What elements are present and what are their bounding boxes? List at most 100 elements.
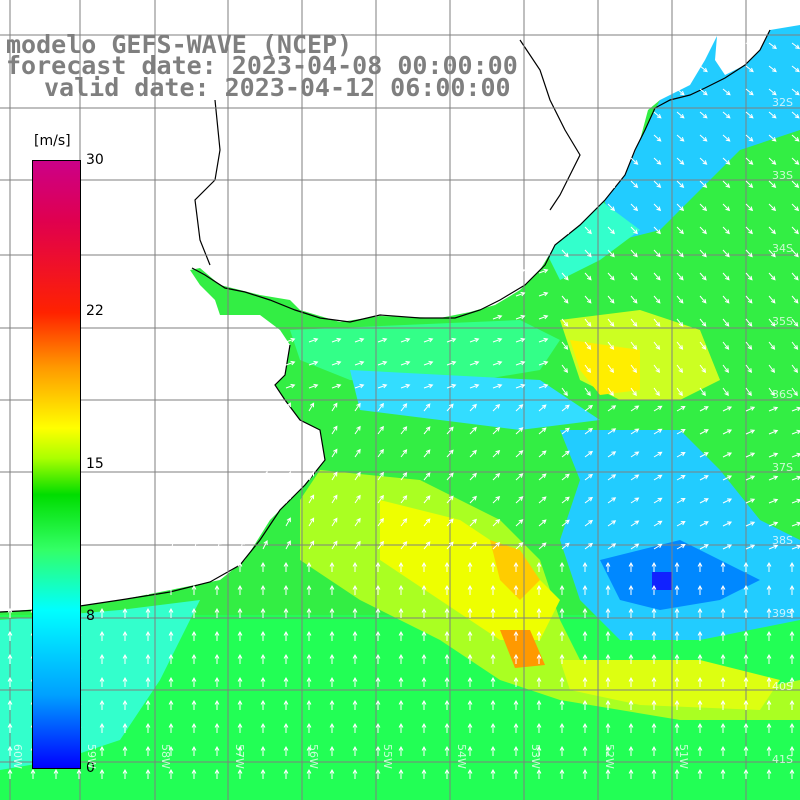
wind-arrow	[99, 676, 105, 687]
wind-arrow	[467, 653, 473, 664]
wind-arrow	[285, 402, 291, 412]
wind-arrow	[260, 630, 266, 641]
wind-arrow	[492, 314, 503, 320]
wind-arrow	[791, 65, 800, 73]
wind-arrow	[768, 272, 776, 281]
wind-arrow	[538, 268, 549, 274]
wind-arrow	[722, 498, 733, 504]
wind-arrow	[789, 653, 795, 664]
wind-arrow	[329, 699, 335, 710]
wind-arrow	[561, 473, 570, 481]
wind-arrow	[699, 544, 709, 550]
wind-arrow	[561, 427, 570, 435]
wind-arrow	[515, 337, 526, 343]
wind-arrow	[582, 699, 588, 710]
wind-arrow	[352, 584, 358, 595]
wind-arrow	[490, 561, 496, 572]
wind-arrow	[791, 272, 799, 281]
wind-arrow	[283, 653, 289, 664]
wind-arrow	[674, 699, 680, 710]
wind-arrow	[745, 272, 753, 281]
wind-arrow	[168, 722, 174, 733]
wind-arrow	[492, 337, 503, 343]
wind-arrow	[789, 630, 795, 641]
wind-arrow	[469, 541, 477, 550]
wind-arrow	[375, 768, 381, 779]
wind-arrow	[375, 653, 381, 664]
wind-arrow	[7, 699, 13, 710]
wind-arrow	[398, 699, 404, 710]
wind-arrow	[676, 42, 686, 50]
wind-arrow	[607, 226, 615, 235]
wind-arrow	[329, 653, 335, 664]
wind-arrow	[377, 494, 384, 504]
wind-arrow	[628, 745, 634, 756]
wind-arrow	[214, 584, 220, 595]
wind-arrow	[214, 676, 220, 687]
wind-arrow	[398, 607, 404, 618]
wind-arrow	[400, 541, 408, 550]
wind-arrow	[423, 472, 431, 481]
wind-arrow	[607, 272, 615, 281]
wind-arrow	[743, 653, 749, 664]
wind-arrow	[7, 653, 13, 664]
wind-arrow	[237, 630, 243, 641]
wind-arrow	[699, 475, 709, 481]
wind-arrow	[283, 676, 289, 687]
wind-arrow	[536, 768, 542, 779]
wind-arrow	[628, 653, 634, 664]
wind-arrow	[559, 584, 565, 595]
wind-arrow	[676, 364, 684, 374]
wind-arrow	[99, 745, 105, 756]
wind-arrow	[699, 364, 707, 374]
wind-arrow	[791, 134, 800, 142]
wind-arrow	[191, 607, 197, 618]
wind-arrow	[352, 699, 358, 710]
longitude-label: 56W	[307, 744, 320, 769]
coastline-plate-south	[0, 344, 326, 613]
wind-arrow	[237, 561, 243, 572]
wind-arrow	[607, 88, 616, 96]
yellow-core-ne	[570, 340, 640, 395]
wind-arrow	[722, 272, 730, 281]
coastline-atlantic	[191, 29, 771, 323]
wind-arrow	[791, 387, 798, 397]
wind-arrow	[653, 341, 661, 350]
wind-arrow	[561, 542, 570, 550]
wind-arrow	[561, 341, 569, 350]
wind-arrow	[584, 496, 593, 504]
wind-arrow	[651, 676, 657, 687]
wind-arrow	[492, 426, 501, 435]
wind-arrow	[697, 768, 703, 779]
wind-arrow	[653, 405, 663, 412]
wind-arrow	[630, 157, 639, 165]
wind-arrow	[791, 203, 800, 212]
wind-arrow	[676, 272, 684, 281]
wind-arrow	[214, 699, 220, 710]
wind-arrow	[467, 561, 473, 572]
wind-arrow	[191, 699, 197, 710]
wind-arrow	[630, 474, 640, 481]
wind-arrow	[352, 630, 358, 641]
wind-arrow	[467, 745, 473, 756]
wind-arrow	[331, 517, 338, 527]
wind-arrow	[421, 561, 427, 572]
wind-arrow	[791, 249, 799, 258]
wind-arrow	[446, 426, 454, 435]
wind-arrow	[676, 226, 684, 235]
wind-arrow	[421, 699, 427, 710]
wind-arrow	[99, 653, 105, 664]
wind-arrow	[561, 496, 570, 504]
wind-arrow	[214, 722, 220, 733]
wind-arrow	[653, 249, 661, 258]
wind-arrow	[490, 653, 496, 664]
wind-arrow	[605, 768, 611, 779]
wind-arrow	[306, 630, 312, 641]
wind-arrow	[699, 406, 709, 412]
wind-arrow	[699, 429, 709, 435]
wind-arrow	[791, 42, 800, 50]
wind-arrow	[722, 65, 731, 73]
wind-arrow	[559, 607, 565, 618]
wind-arrow	[699, 341, 707, 350]
wind-arrow	[722, 406, 733, 412]
